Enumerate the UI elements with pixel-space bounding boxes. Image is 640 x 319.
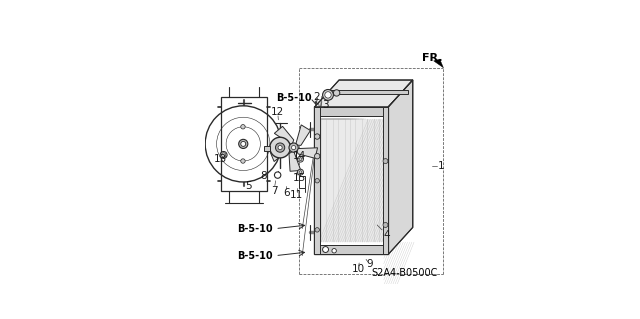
Circle shape [315,134,319,139]
Text: 6: 6 [283,188,289,198]
Polygon shape [275,126,294,145]
Circle shape [298,156,303,162]
Circle shape [241,124,245,129]
Circle shape [241,159,245,163]
Circle shape [325,92,331,98]
Circle shape [275,172,281,178]
Circle shape [239,139,248,148]
Circle shape [221,153,226,157]
Circle shape [383,159,388,164]
Text: 3: 3 [322,100,329,110]
Circle shape [289,143,298,152]
Bar [264,146,269,151]
Circle shape [314,153,320,159]
Polygon shape [296,148,317,158]
Circle shape [298,169,303,175]
Circle shape [314,134,320,139]
Text: B-5-10: B-5-10 [276,93,312,103]
Text: 12: 12 [271,107,284,117]
Circle shape [205,106,282,182]
Bar [383,107,388,255]
Text: 13: 13 [214,154,227,164]
Text: 10: 10 [351,264,365,274]
Text: 5: 5 [245,181,252,191]
Circle shape [270,137,291,158]
Polygon shape [270,145,291,161]
Circle shape [299,171,302,174]
Circle shape [323,247,328,252]
Circle shape [315,179,319,183]
Text: B-5-10: B-5-10 [237,251,273,261]
Text: S2A4-B0500C: S2A4-B0500C [371,268,437,278]
Bar [314,245,388,255]
Bar [314,107,388,116]
Circle shape [299,158,302,160]
Circle shape [292,145,296,150]
Bar [314,107,320,255]
Circle shape [278,145,282,150]
Text: 14: 14 [293,151,307,161]
Text: 9: 9 [366,259,372,269]
Text: 15: 15 [292,173,306,183]
Text: 8: 8 [260,171,267,181]
Bar [314,107,388,255]
Bar [298,176,305,188]
Bar [221,97,267,190]
Circle shape [275,143,285,152]
Text: 2: 2 [314,92,320,102]
Circle shape [332,249,337,253]
Text: B-5-10: B-5-10 [237,224,273,234]
Polygon shape [434,59,444,68]
Circle shape [241,141,246,146]
Polygon shape [296,125,310,145]
Text: 4: 4 [383,230,390,240]
Polygon shape [289,151,301,171]
Circle shape [323,90,333,100]
Bar [324,90,408,94]
Text: FR.: FR. [422,53,443,63]
Circle shape [220,152,227,159]
Circle shape [333,90,340,96]
Text: 11: 11 [290,190,303,200]
Text: 7: 7 [271,186,277,196]
Circle shape [315,228,319,232]
Bar [314,107,388,255]
Text: 1: 1 [438,161,445,171]
Circle shape [383,223,388,227]
Polygon shape [388,80,413,255]
Polygon shape [314,80,413,107]
